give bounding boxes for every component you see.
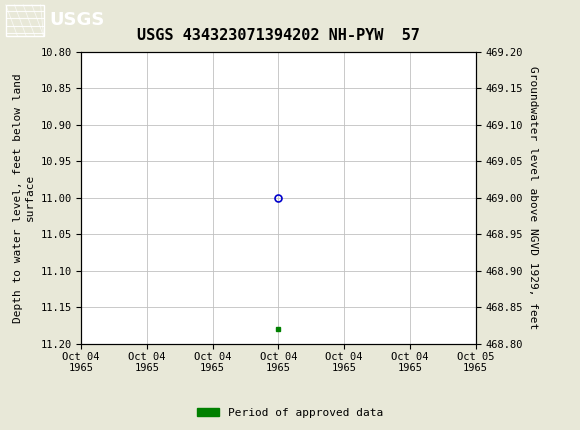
Legend: Period of approved data: Period of approved data <box>193 403 387 422</box>
Bar <box>6 5 44 36</box>
Y-axis label: Depth to water level, feet below land
surface: Depth to water level, feet below land su… <box>13 73 35 322</box>
Y-axis label: Groundwater level above NGVD 1929, feet: Groundwater level above NGVD 1929, feet <box>528 66 538 329</box>
Text: USGS: USGS <box>49 12 104 29</box>
Title: USGS 434323071394202 NH-PYW  57: USGS 434323071394202 NH-PYW 57 <box>137 28 420 43</box>
